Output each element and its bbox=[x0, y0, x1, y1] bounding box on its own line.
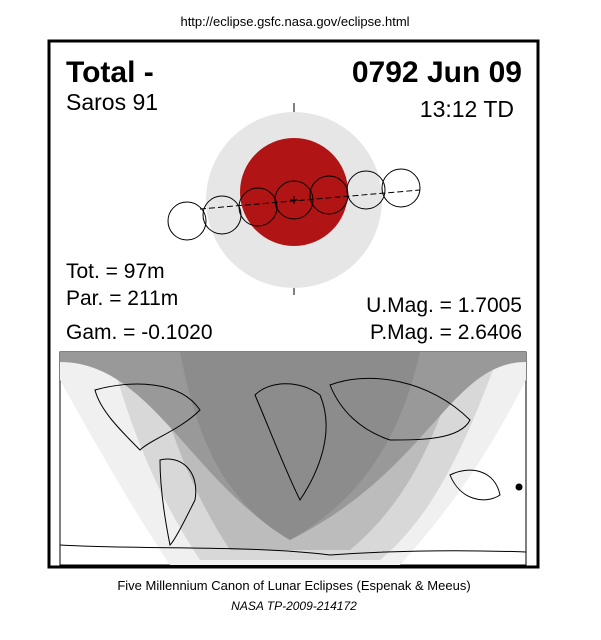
umbral-magnitude: U.Mag. = 1.7005 bbox=[366, 294, 522, 317]
umbra bbox=[240, 138, 348, 246]
partial-duration: Par. = 211m bbox=[66, 287, 178, 310]
eclipse-diagram bbox=[167, 103, 421, 295]
total-duration: Tot. = 97m bbox=[66, 260, 165, 283]
gamma: Gam. = -0.1020 bbox=[66, 321, 213, 344]
moon-positions bbox=[167, 168, 421, 241]
footer-reference: NASA TP-2009-214172 bbox=[231, 599, 357, 613]
penumbral-magnitude: P.Mag. = 2.6406 bbox=[370, 321, 522, 344]
visibility-map bbox=[59, 351, 527, 566]
eclipse-type: Total - bbox=[66, 56, 154, 89]
url: http://eclipse.gsfc.nasa.gov/eclipse.htm… bbox=[180, 14, 409, 29]
saros: Saros 91 bbox=[66, 89, 158, 115]
eclipse-date: 0792 Jun 09 bbox=[352, 56, 522, 89]
time: 13:12 TD bbox=[420, 96, 514, 122]
moon-path bbox=[199, 189, 421, 210]
frame bbox=[47, 39, 540, 569]
footer-title: Five Millennium Canon of Lunar Eclipses … bbox=[117, 578, 470, 593]
